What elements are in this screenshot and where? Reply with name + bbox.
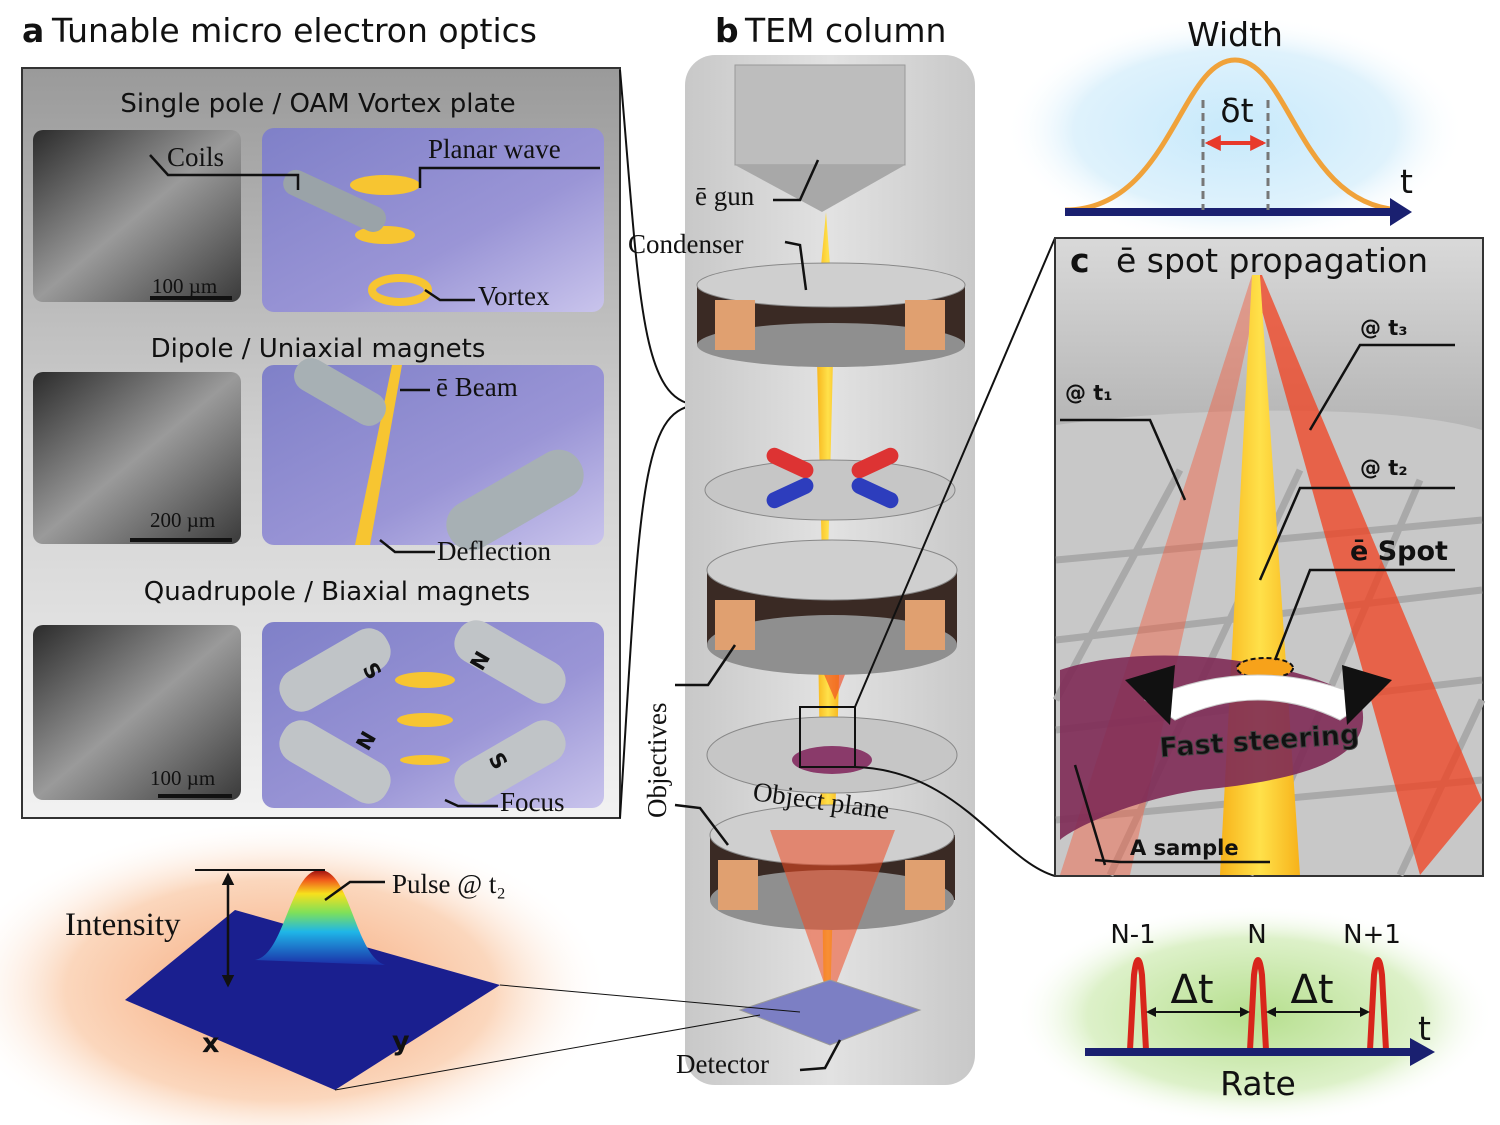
- panel-c-scene: [1052, 275, 1486, 877]
- time-label: @ t₁: [1065, 381, 1113, 405]
- width-plot: [1064, 57, 1412, 226]
- spot-label: ē Spot: [1350, 536, 1448, 567]
- width-label: δt: [1220, 91, 1253, 130]
- pulse-label: N+1: [1343, 920, 1401, 950]
- axis-label: t: [1418, 1009, 1431, 1048]
- peak: [255, 870, 385, 965]
- label: ē Beam: [436, 372, 518, 402]
- images: [33, 128, 604, 808]
- rate-plot: [1085, 957, 1435, 1066]
- scale-bar-label: 200 µm: [150, 508, 215, 532]
- leader-lines: [149, 154, 600, 808]
- axis-label: Intensity: [65, 907, 181, 943]
- pulse-label: N: [1247, 920, 1266, 950]
- panel-letter: c: [1070, 241, 1090, 280]
- panel-letter: a: [22, 11, 44, 50]
- axis-label: t: [1400, 162, 1413, 201]
- time-label: @ t₂: [1360, 456, 1408, 480]
- row-heading: Quadrupole / Biaxial magnets: [144, 577, 530, 607]
- label: Deflection: [437, 536, 551, 566]
- component-label: ē gun: [695, 181, 755, 211]
- component-label: Detector: [676, 1049, 769, 1079]
- scale-bar-label: 100 µm: [152, 274, 217, 298]
- label: Focus: [500, 787, 565, 817]
- plot-base: [125, 910, 500, 1090]
- plot-title: Width: [1187, 15, 1283, 54]
- axis-label: x: [202, 1028, 219, 1059]
- component-label: Objectives: [642, 703, 672, 818]
- component-label: Condenser: [628, 229, 743, 259]
- row-heading: Single pole / OAM Vortex plate: [120, 89, 515, 119]
- time-label: @ t₃: [1360, 316, 1408, 340]
- row-heading: Dipole / Uniaxial magnets: [151, 334, 486, 364]
- interval-label: Δt: [1170, 967, 1213, 1013]
- connector: [619, 69, 701, 819]
- glow: [1005, 15, 1465, 245]
- sample-label: A sample: [1130, 836, 1239, 860]
- label: Planar wave: [428, 134, 561, 164]
- panel-title: Tunable micro electron optics: [51, 11, 537, 50]
- pulse-label: N-1: [1110, 920, 1155, 950]
- label: Vortex: [478, 281, 550, 311]
- axis-label: y: [392, 1026, 410, 1057]
- annotation: [195, 869, 801, 1091]
- scale-bar-label: 100 µm: [150, 766, 215, 790]
- panel-title: ē spot propagation: [1116, 241, 1428, 280]
- label: Coils: [167, 142, 224, 172]
- peak-label: Pulse @ t₂: [392, 869, 506, 899]
- panel-title: TEM column: [744, 11, 946, 50]
- plot-title: Rate: [1220, 1064, 1296, 1103]
- panel-letter: b: [715, 11, 739, 50]
- leader-lines: [674, 159, 842, 1072]
- interval-label: Δt: [1290, 967, 1333, 1013]
- column-parts: [696, 64, 966, 1046]
- connector: [854, 237, 1056, 877]
